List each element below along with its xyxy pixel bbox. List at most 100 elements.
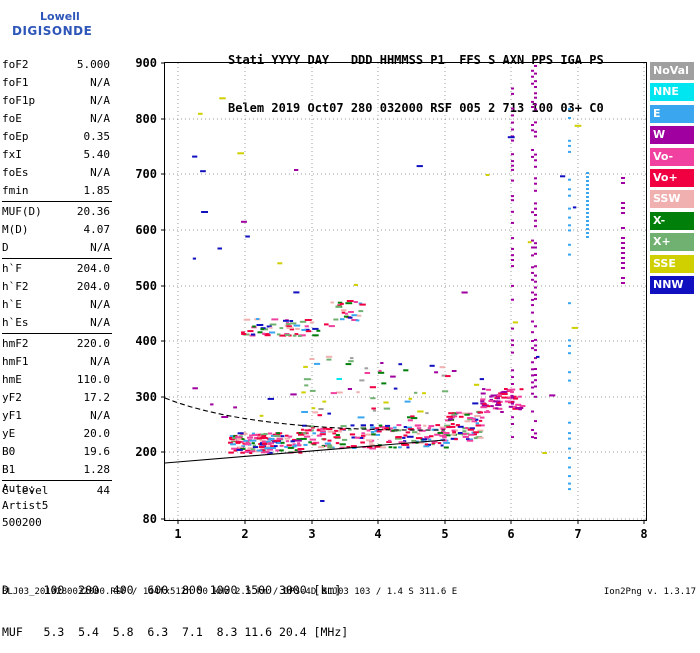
param-separator [2, 480, 112, 481]
param-hes: h`Es N/A [2, 314, 112, 332]
legend-nnw-swatch: NNW [650, 275, 694, 294]
param-value: 4.07 [83, 223, 111, 236]
param-label: fxI [2, 148, 22, 161]
param-value: 5.40 [83, 148, 111, 161]
y-tick-label: 200 [135, 445, 157, 459]
param-label: foEp [2, 130, 29, 143]
y-tick-label: 900 [135, 56, 157, 70]
legend-x-swatch: X+ [650, 233, 694, 252]
param-hme: hmE 110.0 [2, 371, 112, 389]
param-fof1p: foF1p N/A [2, 92, 112, 110]
scaled-parameters-panel: foF2 5.000 foF1 N/A foF1p N/A foE N/A foEp 0.35 fx… [2, 56, 112, 500]
param-label: B0 [2, 445, 16, 458]
param-label: h`E [2, 298, 22, 311]
param-value: 1.28 [83, 463, 111, 476]
param-separator [2, 333, 112, 334]
file-info-bar: BLJ03_2019280032000.RSF / 144fx512h 50 k… [2, 587, 698, 597]
param-b0: B0 19.6 [2, 443, 112, 461]
auto-label: Auto: [2, 482, 36, 495]
param-value: 1.85 [83, 184, 111, 197]
y-tick-label: 80 [143, 512, 157, 526]
param-value: 5.000 [76, 58, 110, 71]
param-value: 17.2 [83, 391, 111, 404]
param-value: 20.0 [83, 427, 111, 440]
param-foep: foEp 0.35 [2, 128, 112, 146]
artist-code: 500200 [2, 516, 42, 529]
param-label: yF1 [2, 409, 22, 422]
header-labels: Stati YYYY DAY DDD HHMMSS P1 FFS S AXN P… [228, 53, 604, 67]
param-value: N/A [90, 166, 110, 179]
param-value: 19.6 [83, 445, 111, 458]
param-label: hmF2 [2, 337, 29, 350]
legend-w-swatch: W [650, 126, 694, 145]
ionogram-plot-area [164, 62, 647, 521]
param-hf2: h`F2 204.0 [2, 278, 112, 296]
legend-x-swatch: X- [650, 211, 694, 230]
param-label: C-level [2, 484, 49, 497]
param-yf2: yF2 17.2 [2, 389, 112, 407]
param-hmf1: hmF1 N/A [2, 353, 112, 371]
param-label: h`F [2, 262, 22, 275]
legend-vo-swatch: Vo- [650, 147, 694, 166]
param-label: foF1 [2, 76, 29, 89]
legend-noval-swatch: NoVal [650, 62, 694, 80]
legend-vo-swatch: Vo+ [650, 168, 694, 187]
x-tick-label: 4 [374, 527, 381, 541]
y-tick-label: 600 [135, 223, 157, 237]
param-value: N/A [90, 316, 110, 329]
param-foe: foE N/A [2, 110, 112, 128]
param-label: h`Es [2, 316, 29, 329]
artist-version: Artist5 [2, 499, 49, 512]
param-label: h`F2 [2, 280, 29, 293]
legend-e-swatch: E [650, 104, 694, 123]
y-tick-label: 300 [135, 390, 157, 404]
param-hf: h`F 204.0 [2, 260, 112, 278]
param-value: N/A [90, 112, 110, 125]
param-hmf2: hmF2 220.0 [2, 335, 112, 353]
param-label: foEs [2, 166, 29, 179]
param-value: 110.0 [76, 373, 110, 386]
x-tick-label: 8 [640, 527, 647, 541]
param-separator [2, 201, 112, 202]
direction-legend: NoVal NNE E W Vo- Vo+ SSW X- X+ SSE NNW [650, 62, 694, 297]
x-tick-label: 5 [441, 527, 448, 541]
param-label: M(D) [2, 223, 29, 236]
param-value: N/A [90, 241, 110, 254]
muf-row: MUF 5.3 5.4 5.8 6.3 7.1 8.3 11.6 20.4 [M… [2, 625, 349, 639]
param-ye: yE 20.0 [2, 425, 112, 443]
x-tick-label: 3 [308, 527, 315, 541]
param-label: yE [2, 427, 16, 440]
param-he: h`E N/A [2, 296, 112, 314]
param-value: N/A [90, 76, 110, 89]
param-mufd: MUF(D) 20.36 [2, 203, 112, 221]
param-label: foF1p [2, 94, 36, 107]
param-label: hmE [2, 373, 22, 386]
param-fxi: fxI 5.40 [2, 146, 112, 164]
digisonde-logo: Lowell DIGISONDE [2, 6, 112, 46]
param-label: yF2 [2, 391, 22, 404]
y-tick-label: 400 [135, 334, 157, 348]
station-header: Stati YYYY DAY DDD HHMMSS P1 FFS S AXN P… [228, 20, 604, 132]
param-value: N/A [90, 298, 110, 311]
legend-sse-swatch: SSE [650, 254, 694, 273]
param-label: fmin [2, 184, 29, 197]
file-info: BLJ03_2019280032000.RSF / 144fx512h 50 k… [2, 587, 458, 597]
logo-text-digisonde: DIGISONDE [12, 24, 93, 38]
param-yf1: yF1 N/A [2, 407, 112, 425]
software-version: Ion2Png v. 1.3.17 [603, 587, 696, 597]
x-tick-label: 7 [574, 527, 581, 541]
y-tick-label: 800 [135, 112, 157, 126]
param-value: N/A [90, 409, 110, 422]
param-value: 0.35 [83, 130, 111, 143]
distance-row: D 100 200 400 600 800 1000 1500 3000 [km… [2, 583, 342, 597]
param-md: M(D) 4.07 [2, 221, 112, 239]
param-separator [2, 258, 112, 259]
param-value: 20.36 [76, 205, 110, 218]
y-tick-label: 500 [135, 279, 157, 293]
param-value: 44 [96, 484, 110, 497]
param-fof1: foF1 N/A [2, 74, 112, 92]
param-value: 220.0 [76, 337, 110, 350]
x-tick-label: 1 [174, 527, 181, 541]
param-foes: foEs N/A [2, 164, 112, 182]
x-tick-label: 6 [507, 527, 514, 541]
